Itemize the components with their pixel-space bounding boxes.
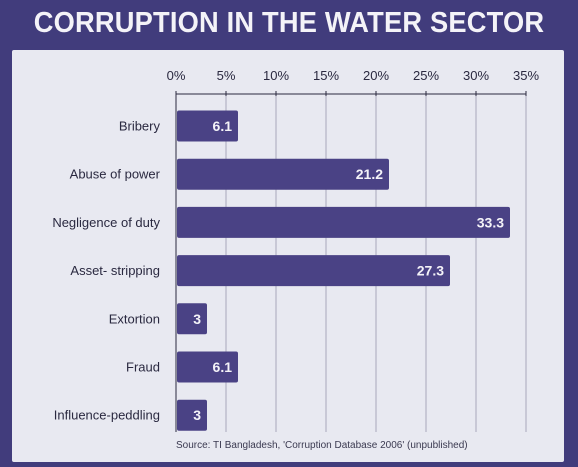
bar (177, 158, 389, 190)
bar-value-label: 27.3 (417, 263, 444, 279)
x-tick-label: 5% (217, 68, 236, 83)
x-tick-label: 15% (313, 68, 339, 83)
bar-value-label: 21.2 (356, 166, 383, 182)
bar (177, 303, 207, 335)
category-label: Extortion (109, 311, 160, 326)
bar (177, 110, 238, 142)
x-tick-label: 25% (413, 68, 439, 83)
bar (177, 255, 450, 287)
x-tick-label: 20% (363, 68, 389, 83)
category-label: Bribery (119, 119, 161, 134)
bar-value-label: 33.3 (477, 214, 504, 230)
category-label: Abuse of power (70, 167, 161, 182)
bar (177, 399, 207, 431)
category-label: Asset- stripping (70, 263, 160, 278)
category-label: Negligence of duty (52, 215, 160, 230)
x-tick-label: 0% (167, 68, 186, 83)
x-tick-label: 30% (463, 68, 489, 83)
source-note: Source: TI Bangladesh, 'Corruption Datab… (176, 440, 468, 451)
category-label: Fraud (126, 360, 160, 375)
x-tick-label: 10% (263, 68, 289, 83)
bar-value-label: 3 (193, 407, 201, 423)
x-tick-label: 35% (513, 68, 539, 83)
chart-title: CORRUPTION IN THE WATER SECTOR (33, 7, 545, 39)
bar-value-label: 6.1 (213, 118, 233, 134)
bar (177, 206, 510, 238)
category-label: Influence-peddling (54, 408, 160, 423)
bar (177, 351, 238, 383)
bar-value-label: 3 (193, 311, 201, 327)
bar-value-label: 6.1 (213, 359, 233, 375)
title-bar: CORRUPTION IN THE WATER SECTOR (0, 0, 578, 48)
